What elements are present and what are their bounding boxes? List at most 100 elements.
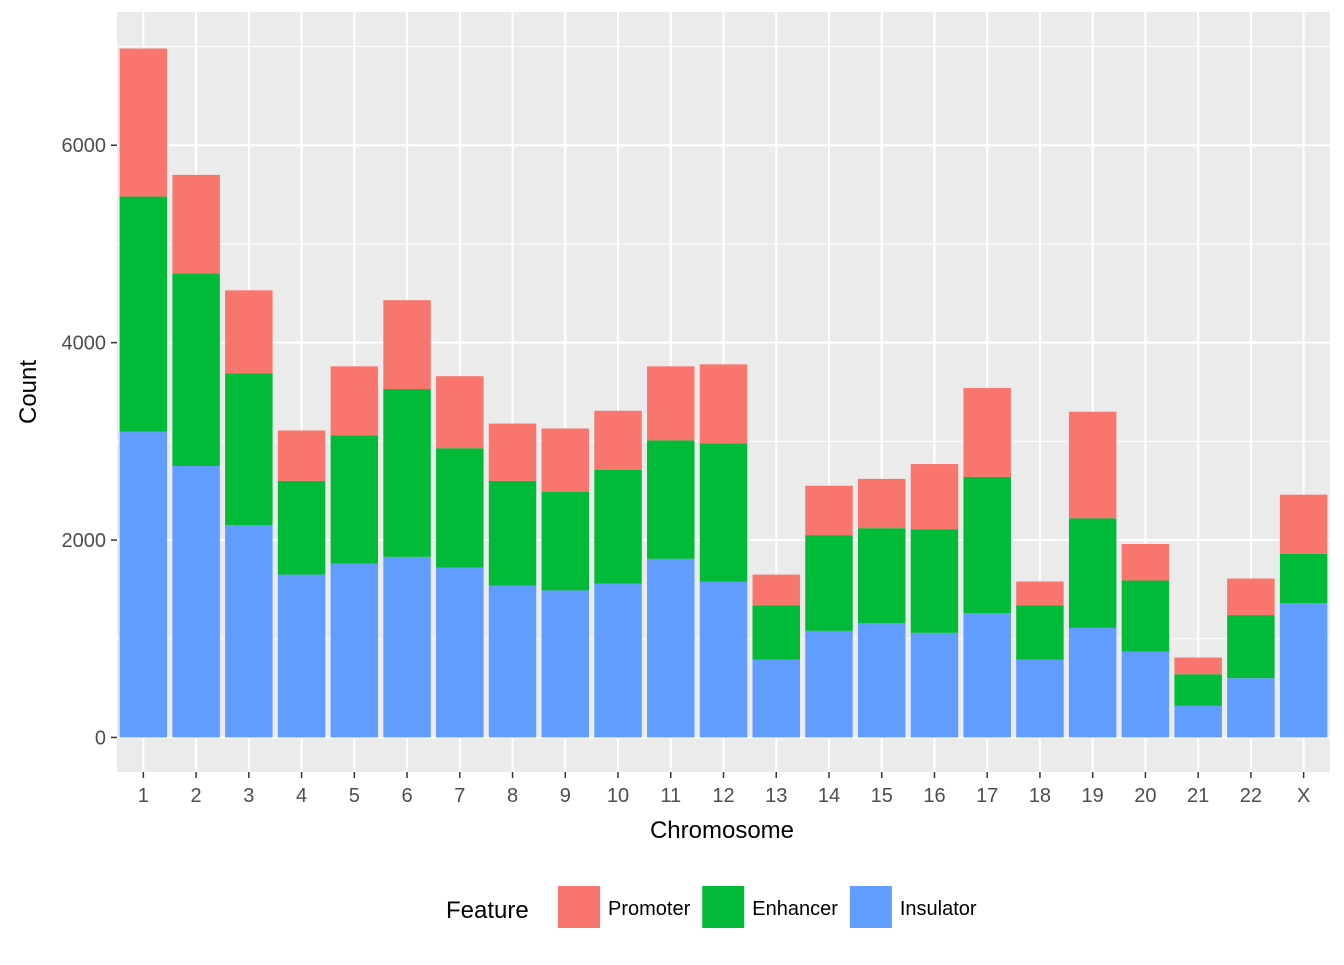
bar-promoter-chr-X bbox=[1279, 494, 1328, 554]
bar-promoter-chr-6 bbox=[383, 300, 431, 390]
legend-key-enhancer bbox=[702, 886, 745, 928]
x-tick-label: 8 bbox=[507, 785, 518, 807]
bar-enhancer-chr-14 bbox=[805, 535, 853, 631]
x-axis-title: Chromosome bbox=[650, 817, 794, 844]
bar-insulator-chr-7 bbox=[436, 567, 484, 738]
bar-enhancer-chr-2 bbox=[172, 273, 220, 467]
bar-promoter-chr-14 bbox=[805, 485, 853, 536]
bar-insulator-chr-14 bbox=[805, 630, 853, 738]
x-tick-label: 4 bbox=[296, 785, 307, 807]
bar-promoter-chr-9 bbox=[541, 428, 590, 492]
bar-promoter-chr-11 bbox=[647, 366, 695, 441]
bar-enhancer-chr-11 bbox=[647, 440, 695, 559]
bar-insulator-chr-15 bbox=[857, 622, 906, 738]
x-tick-label: 2 bbox=[191, 785, 202, 807]
legend-title: Feature bbox=[446, 897, 529, 924]
bar-promoter-chr-7 bbox=[436, 376, 484, 449]
bar-promoter-chr-19 bbox=[1068, 411, 1117, 519]
x-tick-label: 18 bbox=[1029, 785, 1051, 807]
bar-insulator-chr-12 bbox=[699, 581, 748, 738]
legend-key-insulator bbox=[849, 886, 892, 928]
bar-promoter-chr-1 bbox=[119, 48, 168, 197]
bar-promoter-chr-18 bbox=[1016, 581, 1064, 606]
bar-insulator-chr-X bbox=[1279, 603, 1328, 738]
bar-insulator-chr-20 bbox=[1121, 651, 1170, 738]
x-tick-label: X bbox=[1297, 785, 1310, 807]
x-tick-label: 7 bbox=[454, 785, 465, 807]
bar-insulator-chr-9 bbox=[541, 590, 590, 738]
bar-promoter-chr-10 bbox=[594, 410, 642, 470]
x-tick-label: 10 bbox=[607, 785, 629, 807]
bar-promoter-chr-17 bbox=[963, 388, 1011, 477]
legend-label-insulator: Insulator bbox=[900, 898, 977, 920]
y-tick-label: 0 bbox=[95, 727, 106, 749]
x-tick-label: 15 bbox=[871, 785, 893, 807]
bar-enhancer-chr-21 bbox=[1174, 674, 1222, 706]
x-tick-label: 17 bbox=[976, 785, 998, 807]
legend: Feature Promoter Enhancer Insulator bbox=[446, 886, 977, 928]
y-tick-label: 6000 bbox=[62, 135, 107, 157]
bar-insulator-chr-1 bbox=[119, 431, 168, 738]
bar-enhancer-chr-1 bbox=[119, 196, 168, 432]
bar-enhancer-chr-18 bbox=[1016, 605, 1064, 660]
bar-enhancer-chr-22 bbox=[1227, 615, 1275, 679]
bar-enhancer-chr-15 bbox=[857, 528, 906, 623]
bar-enhancer-chr-9 bbox=[541, 491, 590, 591]
bar-insulator-chr-13 bbox=[752, 659, 800, 738]
bar-insulator-chr-3 bbox=[225, 525, 273, 738]
y-axis: 0 2000 4000 6000 bbox=[62, 135, 117, 749]
bar-insulator-chr-19 bbox=[1068, 627, 1117, 738]
bar-promoter-chr-5 bbox=[330, 366, 379, 436]
bar-promoter-chr-21 bbox=[1174, 657, 1222, 675]
x-tick-label: 20 bbox=[1134, 785, 1156, 807]
bar-enhancer-chr-13 bbox=[752, 605, 800, 660]
x-tick-label: 21 bbox=[1187, 785, 1209, 807]
bar-promoter-chr-22 bbox=[1227, 578, 1275, 616]
bar-enhancer-chr-7 bbox=[436, 448, 484, 568]
bar-enhancer-chr-5 bbox=[330, 435, 379, 564]
bars bbox=[119, 48, 1328, 738]
bar-promoter-chr-15 bbox=[857, 478, 906, 529]
bar-enhancer-chr-12 bbox=[699, 443, 748, 582]
y-tick-label: 2000 bbox=[62, 530, 107, 552]
bar-insulator-chr-18 bbox=[1016, 659, 1064, 738]
bar-insulator-chr-8 bbox=[488, 585, 537, 738]
bar-promoter-chr-8 bbox=[488, 423, 537, 481]
x-tick-label: 13 bbox=[765, 785, 787, 807]
x-tick-label: 19 bbox=[1082, 785, 1104, 807]
x-axis: 1 2 3 4 5 6 7 8 9 10 11 12 13 14 15 16 17 18 19 20 21 22 X bbox=[138, 772, 1310, 807]
x-tick-label: 14 bbox=[818, 785, 840, 807]
bar-insulator-chr-11 bbox=[647, 558, 695, 738]
bar-insulator-chr-4 bbox=[277, 574, 326, 738]
bar-insulator-chr-6 bbox=[383, 556, 431, 738]
bar-promoter-chr-2 bbox=[172, 174, 220, 274]
bar-promoter-chr-20 bbox=[1121, 544, 1170, 581]
bar-promoter-chr-12 bbox=[699, 364, 748, 444]
bar-insulator-chr-17 bbox=[963, 613, 1011, 738]
bar-enhancer-chr-10 bbox=[594, 469, 642, 584]
x-tick-label: 9 bbox=[560, 785, 571, 807]
bar-insulator-chr-22 bbox=[1227, 678, 1275, 738]
x-tick-label: 1 bbox=[138, 785, 149, 807]
legend-label-promoter: Promoter bbox=[608, 898, 691, 920]
x-tick-label: 5 bbox=[349, 785, 360, 807]
bar-promoter-chr-16 bbox=[910, 464, 959, 530]
bar-promoter-chr-13 bbox=[752, 574, 800, 606]
bar-insulator-chr-21 bbox=[1174, 705, 1222, 738]
bar-enhancer-chr-X bbox=[1279, 553, 1328, 604]
bar-enhancer-chr-4 bbox=[277, 480, 326, 575]
legend-key-promoter bbox=[558, 886, 600, 928]
bar-enhancer-chr-16 bbox=[910, 529, 959, 633]
x-tick-label: 11 bbox=[660, 785, 681, 807]
bar-enhancer-chr-20 bbox=[1121, 580, 1170, 652]
legend-label-enhancer: Enhancer bbox=[752, 898, 838, 920]
bar-promoter-chr-3 bbox=[225, 290, 273, 374]
x-tick-label: 12 bbox=[712, 785, 734, 807]
bar-insulator-chr-16 bbox=[910, 632, 959, 738]
x-tick-label: 3 bbox=[243, 785, 254, 807]
x-tick-label: 22 bbox=[1240, 785, 1262, 807]
x-tick-label: 6 bbox=[402, 785, 413, 807]
bar-enhancer-chr-19 bbox=[1068, 518, 1117, 628]
